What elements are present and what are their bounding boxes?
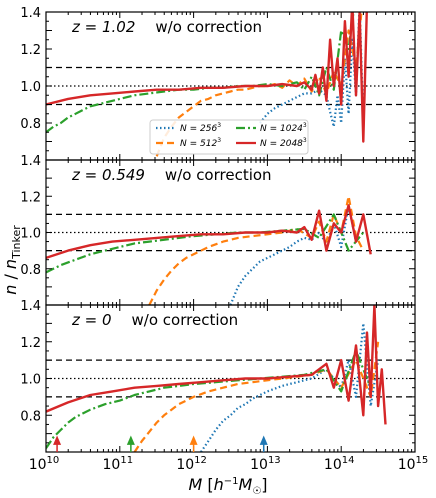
panel-label-text: w/o correction	[132, 311, 239, 329]
x-tick-label: 1013	[250, 455, 281, 473]
panel-label-z: z = 1.02	[71, 18, 135, 36]
y-tick-label: 1.0	[20, 373, 41, 388]
x-tick-label: 1014	[324, 455, 355, 473]
legend-entry: N = 5123	[156, 137, 221, 149]
panel-label-text: w/o correction	[155, 18, 262, 36]
y-tick-label: 0.8	[20, 263, 41, 278]
y-tick-label: 1.0	[20, 80, 41, 95]
series-line	[46, 349, 372, 449]
legend-label: N = 10243	[260, 122, 307, 134]
legend-entry: N = 2563	[156, 122, 221, 134]
panels-group: 0.8 1.0 1.2 1.4 z = 1.02 w/o correction 0.8 1.0…	[20, 6, 416, 453]
y-tick-label: 1.4	[20, 6, 41, 21]
series-group	[46, 305, 387, 452]
legend: N = 2563 N = 10243 N = 5123 N = 20483	[149, 119, 309, 155]
legend-entry: N = 10243	[236, 122, 307, 134]
mass-limit-arrow	[259, 435, 268, 452]
series-line	[46, 204, 372, 260]
legend-entry: N = 20483	[236, 137, 307, 149]
panel-label-z: z = 0	[71, 311, 112, 329]
panel-label-z: z = 0.549	[71, 166, 145, 184]
mass-limit-arrow	[126, 435, 135, 452]
x-axis-tick-labels: 1010 1011 1012 1013 1014 1015	[29, 455, 429, 473]
y-tick-label: 1.4	[20, 154, 41, 169]
panel-2: 0.8 1.0 1.2 1.4 z = 0.549 w/o correction	[20, 154, 416, 306]
y-tick-label: 0.8	[20, 409, 41, 424]
mass-limit-arrow	[189, 435, 198, 452]
series-line	[46, 305, 387, 425]
legend-label: N = 2563	[180, 122, 221, 134]
panel-label: z = 1.02 w/o correction	[71, 18, 262, 36]
series-line	[46, 12, 364, 134]
series-line	[259, 12, 365, 128]
series-line	[46, 213, 365, 274]
y-tick-label: 1.2	[20, 43, 41, 58]
x-tick-label: 1011	[103, 455, 134, 473]
x-tick-label: 1015	[398, 455, 429, 473]
panel-label: z = 0 w/o correction	[71, 311, 238, 329]
legend-label: N = 20483	[260, 137, 307, 149]
y-tick-label: 1.2	[20, 336, 41, 351]
mass-limit-arrow	[53, 435, 62, 452]
y-tick-label: 0.8	[20, 117, 41, 132]
y-axis-label: n / nTinker	[1, 225, 23, 295]
panel-1: 0.8 1.0 1.2 1.4 z = 1.02 w/o correction	[20, 6, 416, 161]
y-tick-label: 1.2	[20, 190, 41, 205]
y-tick-label: 1.0	[20, 227, 41, 242]
legend-box	[149, 119, 309, 155]
series-line	[46, 12, 368, 143]
series-group	[46, 12, 368, 157]
y-tick-label: 1.4	[20, 299, 41, 314]
panel-label-text: w/o correction	[165, 166, 272, 184]
panel-label: z = 0.549 w/o correction	[71, 166, 272, 184]
series-group	[46, 195, 372, 305]
series-line	[229, 204, 358, 305]
panel-3: 0.8 1.0 1.2 1.4 z = 0 w/o correction	[20, 299, 416, 453]
legend-label: N = 5123	[180, 137, 221, 149]
x-tick-label: 1012	[176, 455, 207, 473]
x-tick-label: 1010	[29, 455, 60, 473]
x-axis-label: M [h−1M☉]	[188, 475, 267, 497]
